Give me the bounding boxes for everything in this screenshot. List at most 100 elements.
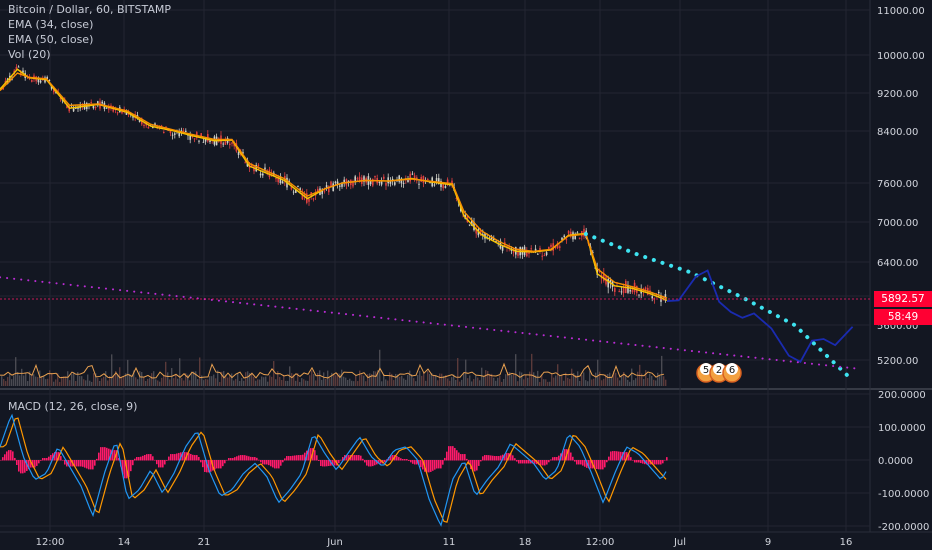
histogram-bar [526, 460, 528, 464]
histogram-bar [452, 446, 454, 461]
volume-bar [195, 371, 197, 386]
volume-bar [259, 379, 261, 386]
histogram-bar [460, 454, 462, 461]
histogram-bar [6, 451, 8, 461]
time-tick-label: 12:00 [586, 537, 615, 548]
volume-bar [301, 378, 303, 386]
histogram-bar [574, 460, 576, 462]
histogram-bar [98, 452, 100, 461]
volume-bar [533, 372, 535, 386]
volume-bar [249, 373, 251, 386]
candle-body [655, 296, 658, 298]
volume-bar [561, 375, 563, 386]
histogram-bar [56, 452, 58, 461]
candle-body [185, 130, 187, 132]
histogram-bar [436, 460, 438, 469]
volume-bar [93, 373, 95, 386]
candle-body [46, 77, 48, 79]
volume-bar [243, 380, 245, 386]
time-tick-label: 9 [765, 537, 771, 548]
histogram-bar [112, 450, 114, 461]
volume-bar [627, 379, 629, 386]
volume-bar [235, 378, 237, 386]
volume-bar [415, 381, 417, 386]
volume-bar [73, 372, 75, 386]
volume-bar [265, 376, 267, 386]
histogram-bar [600, 460, 602, 470]
candle-body [378, 181, 381, 183]
volume-bar [397, 374, 399, 386]
histogram-bar [294, 455, 296, 461]
histogram-bar [108, 448, 110, 461]
histogram-bar [370, 460, 372, 467]
histogram-bar [252, 457, 254, 461]
histogram-bar [570, 452, 572, 461]
histogram-bar [594, 460, 596, 469]
volume-bar [147, 378, 149, 386]
candle-body [191, 136, 194, 138]
volume-bar [317, 372, 319, 386]
histogram-bar [632, 460, 634, 461]
macd-tick-label: 0.0000 [878, 456, 913, 467]
histogram-bar [652, 460, 654, 465]
candle-body [550, 244, 552, 247]
histogram-bar [658, 460, 660, 465]
histogram-bar [362, 458, 364, 461]
histogram-bar [504, 453, 506, 461]
histogram-bar [550, 459, 552, 461]
volume-bar [557, 364, 559, 386]
candle-body [352, 181, 354, 187]
candle-body [339, 185, 341, 187]
volume-bar [217, 370, 219, 386]
volume-bar [603, 378, 605, 386]
histogram-bar [404, 459, 406, 461]
histogram-bar [578, 460, 580, 465]
histogram-bar [480, 460, 482, 462]
histogram-bar [444, 457, 446, 461]
histogram-bar [448, 446, 450, 461]
candle-body [530, 248, 532, 250]
histogram-bar [538, 460, 540, 465]
chart-title: Bitcoin / Dollar, 60, BITSTAMP [8, 3, 171, 16]
candle-body [576, 232, 579, 234]
candle-body [422, 176, 425, 183]
histogram-bar [378, 460, 380, 464]
candle-body [297, 186, 299, 188]
volume-bar [55, 379, 57, 386]
histogram-bar [206, 460, 208, 473]
volume-bar [527, 377, 529, 386]
time-tick-label: 16 [840, 537, 853, 548]
volume-bar [277, 371, 279, 386]
candle-body [409, 173, 411, 182]
histogram-bar [12, 451, 14, 461]
histogram-bar [398, 457, 400, 461]
volume-bar [57, 373, 59, 386]
price-tick-label: 8400.00 [877, 127, 918, 138]
histogram-bar [482, 456, 484, 461]
histogram-bar [354, 455, 356, 461]
volume-bar [553, 377, 555, 386]
candle-body [15, 66, 18, 71]
histogram-bar [44, 458, 46, 461]
volume-bar [185, 373, 187, 386]
volume-bar [77, 372, 79, 386]
histogram-bar [216, 460, 218, 469]
volume-bar [475, 375, 477, 386]
volume-bar [25, 372, 27, 386]
volume-bar [207, 379, 209, 386]
candle-body [325, 185, 328, 188]
volume-bar [395, 373, 397, 386]
histogram-bar [484, 455, 486, 461]
candle-body [620, 291, 623, 293]
candle-body [495, 240, 497, 242]
histogram-bar [224, 460, 226, 464]
candle-body [383, 176, 385, 179]
volume-bar [229, 374, 231, 386]
volume-bar [449, 380, 451, 386]
histogram-bar [308, 448, 310, 461]
histogram-bar [610, 451, 612, 461]
volume-bar [365, 381, 367, 386]
volume-bar [433, 375, 435, 386]
histogram-bar [322, 460, 324, 467]
